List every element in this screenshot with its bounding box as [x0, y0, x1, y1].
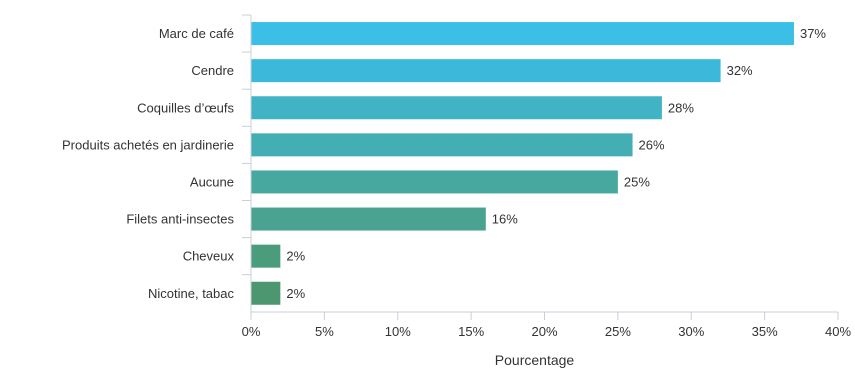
x-axis-tick-labels: 0% 5% 10% 15% 20% 25% 30% 35% 40% [242, 324, 852, 339]
category-label: Aucune [190, 174, 234, 189]
category-label: Cendre [191, 63, 234, 78]
value-label: 2% [286, 286, 305, 301]
bar-3 [251, 133, 633, 157]
x-axis-ticks [242, 14, 839, 320]
x-tick-label: 0% [242, 324, 261, 339]
bar-7 [251, 281, 281, 305]
category-label: Filets anti-insectes [126, 212, 234, 227]
category-label: Nicotine, tabac [148, 286, 234, 301]
bar-0 [251, 22, 794, 46]
bar-1 [251, 59, 721, 83]
bar-2 [251, 96, 662, 120]
value-labels: 37% 32% 28% 26% 25% 16% 2% 2% [286, 26, 826, 301]
bar-6 [251, 244, 281, 268]
value-label: 2% [286, 249, 305, 264]
value-label: 37% [800, 26, 826, 41]
category-label: Cheveux [183, 249, 235, 264]
value-label: 28% [668, 100, 694, 115]
category-labels: Marc de café Cendre Coquilles d’œufs Produi… [62, 26, 234, 301]
x-tick-label: 30% [678, 324, 704, 339]
x-tick-label: 25% [605, 324, 631, 339]
bar-4 [251, 170, 618, 194]
x-tick-label: 10% [385, 324, 411, 339]
x-tick-label: 40% [825, 324, 851, 339]
x-tick-label: 20% [531, 324, 557, 339]
value-label: 32% [727, 63, 753, 78]
value-label: 26% [639, 137, 665, 152]
x-tick-label: 5% [315, 324, 334, 339]
category-label: Marc de café [159, 26, 234, 41]
x-axis-title: Pourcentage [495, 352, 575, 368]
value-label: 16% [492, 212, 518, 227]
x-tick-label: 35% [752, 324, 778, 339]
category-label: Produits achetés en jardinerie [62, 137, 234, 152]
category-label: Coquilles d’œufs [137, 100, 234, 115]
x-tick-label: 15% [458, 324, 484, 339]
bars-group [251, 22, 794, 305]
value-label: 25% [624, 174, 650, 189]
bar-5 [251, 207, 486, 231]
